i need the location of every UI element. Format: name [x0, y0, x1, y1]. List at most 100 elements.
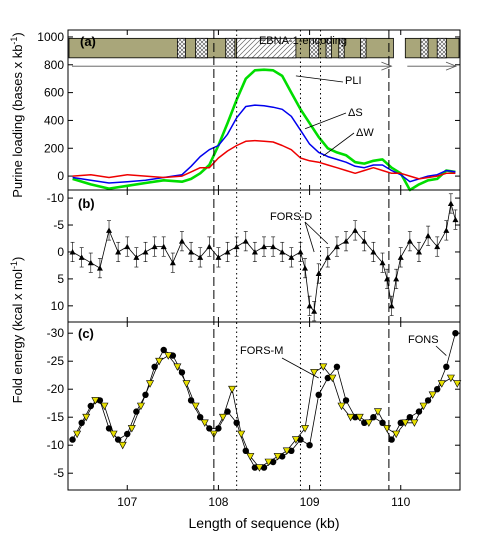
data-point	[224, 248, 231, 255]
y-axis-label-fold-energy: Fold energy (kcal x mol-1)	[9, 257, 25, 404]
data-point	[373, 408, 382, 416]
data-point	[206, 243, 213, 250]
data-point	[69, 248, 76, 255]
data-point	[324, 254, 331, 260]
data-point	[169, 259, 176, 266]
data-point	[388, 436, 395, 443]
data-point	[428, 391, 437, 399]
data-point	[87, 402, 94, 410]
data-point	[146, 380, 155, 388]
annotation-leader	[304, 112, 347, 130]
panel-b-letter: (b)	[78, 196, 95, 211]
data-point	[406, 414, 414, 421]
data-point	[453, 380, 462, 388]
data-point	[342, 397, 350, 404]
data-point	[355, 413, 364, 422]
data-point	[264, 458, 273, 467]
data-point	[118, 441, 127, 450]
data-point	[333, 243, 340, 250]
annotation-fons: FONS	[408, 334, 439, 346]
gene-map-segment	[436, 37, 447, 59]
annotation-leader	[304, 221, 329, 245]
data-point	[333, 363, 341, 370]
data-point	[343, 238, 350, 244]
y-tick-label: -10	[47, 191, 65, 205]
data-point	[370, 248, 377, 255]
data-point	[191, 402, 200, 411]
data-point	[160, 243, 167, 250]
data-point	[82, 413, 91, 422]
gene-map-segment	[225, 37, 236, 59]
y-tick-label: -15	[47, 410, 65, 424]
data-point	[388, 302, 395, 309]
data-point	[237, 430, 246, 439]
data-point	[228, 385, 237, 394]
data-point	[446, 374, 455, 383]
gene-map-segment	[176, 37, 187, 59]
data-point	[443, 227, 450, 233]
panel-frame	[67, 321, 461, 491]
panel-b: -10 -5 0 5 10	[47, 189, 461, 323]
data-point	[319, 363, 328, 371]
y-tick-label: 600	[44, 86, 64, 100]
data-point	[447, 200, 454, 206]
y-tick-label: 10	[51, 299, 65, 313]
y-tick-label: 400	[44, 113, 64, 127]
data-point	[251, 248, 258, 255]
x-tick-label: 110	[391, 495, 410, 509]
data-point	[415, 248, 422, 255]
data-point	[178, 369, 186, 376]
data-point	[188, 248, 195, 255]
data-point	[437, 380, 446, 388]
annotation-leader	[295, 75, 344, 83]
data-point	[397, 254, 404, 260]
data-point	[288, 254, 295, 260]
annotation-leader	[304, 221, 315, 253]
data-point	[379, 419, 386, 426]
y-tick-label: 0	[57, 245, 64, 259]
data-point	[383, 425, 392, 433]
data-point	[160, 346, 167, 354]
data-point	[352, 227, 359, 233]
data-point	[273, 453, 282, 461]
data-point	[242, 238, 249, 244]
gene-map-segment	[195, 37, 208, 59]
data-point	[215, 425, 222, 432]
data-point	[224, 408, 231, 415]
annotation-delta-w: ΔW	[356, 127, 374, 139]
y-tick-label: -10	[47, 438, 65, 452]
data-point	[392, 430, 401, 439]
data-point	[291, 436, 300, 444]
panel-a-letter: (a)	[80, 34, 96, 49]
data-point	[415, 408, 423, 415]
data-point	[393, 275, 400, 282]
data-point	[96, 265, 103, 271]
data-point	[218, 413, 227, 422]
data-point	[178, 238, 185, 244]
panel-c: -30 -25 -20 -15 -10 -5 107 108 109 110	[47, 321, 462, 509]
series-line-pli	[72, 68, 456, 192]
data-point	[151, 243, 158, 250]
series-line	[72, 203, 456, 313]
data-point	[270, 243, 277, 250]
data-point	[306, 442, 313, 449]
data-point	[246, 453, 255, 461]
y-tick-label: -5	[53, 218, 64, 232]
y-tick-label: -25	[47, 354, 65, 368]
data-point	[115, 248, 122, 255]
data-point	[337, 402, 346, 411]
data-point	[73, 430, 82, 439]
gene-map-segment	[338, 37, 345, 59]
data-point	[164, 352, 173, 360]
data-point	[443, 363, 450, 370]
y-tick-label: 5	[57, 272, 64, 286]
orientation-arrow	[445, 61, 458, 71]
data-point	[379, 259, 386, 266]
y-tick-label: 0	[57, 169, 64, 183]
data-point	[182, 380, 191, 388]
data-point	[302, 265, 309, 271]
panel-c-letter: (c)	[78, 326, 94, 341]
y-axis-label-purine: Purine loading (bases x kb-1)	[9, 32, 25, 198]
gene-map-bar	[404, 37, 460, 59]
data-point	[109, 430, 118, 439]
